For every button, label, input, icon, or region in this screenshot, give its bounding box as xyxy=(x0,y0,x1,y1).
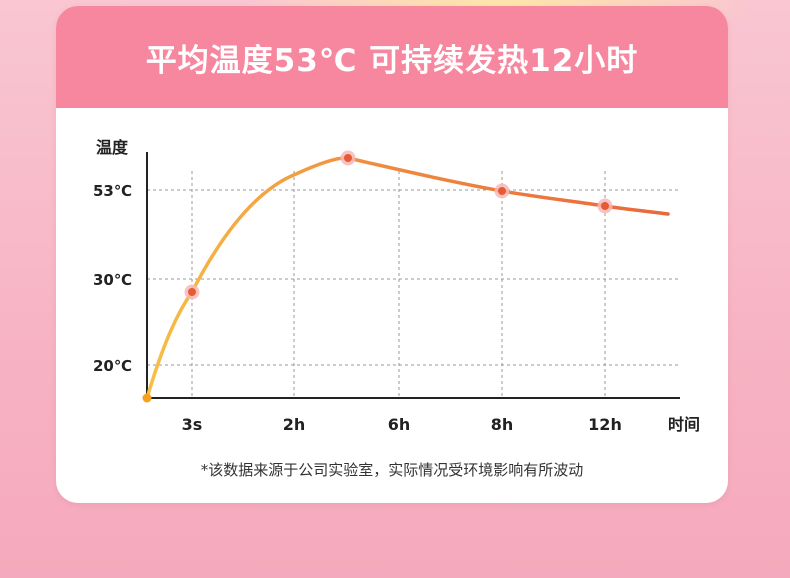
chart-card: 平均温度53℃ 可持续发热12小时 温度 53℃ 30℃ 20℃ 3s 2h 6h 8h 12h… xyxy=(56,6,728,503)
x-tick-label-12h: 12h xyxy=(588,415,622,434)
y-tick-label-0: 53℃ xyxy=(93,182,132,200)
temperature-line-chart: 温度 53℃ 30℃ 20℃ 3s 2h 6h 8h 12h 时间 xyxy=(93,138,700,434)
y-axis-title: 温度 xyxy=(95,138,129,157)
data-point-3s xyxy=(188,288,196,296)
data-points xyxy=(142,150,613,403)
y-tick-label-2: 20℃ xyxy=(93,357,132,375)
temperature-curve xyxy=(145,156,670,400)
axes xyxy=(146,152,680,399)
data-point-start xyxy=(142,393,152,403)
x-axis-title: 时间 xyxy=(668,415,700,434)
x-tick-label-8h: 8h xyxy=(491,415,514,434)
data-point-peak xyxy=(344,154,352,162)
x-tick-label-2h: 2h xyxy=(283,415,306,434)
series-line xyxy=(145,156,670,400)
x-tick-label-3s: 3s xyxy=(182,415,203,434)
data-point-12h xyxy=(601,202,609,210)
page-title: 平均温度53℃ 可持续发热12小时 xyxy=(145,42,639,79)
axis-labels: 温度 53℃ 30℃ 20℃ 3s 2h 6h 8h 12h 时间 xyxy=(93,138,700,434)
data-point-8h xyxy=(498,187,506,195)
title-banner: 平均温度53℃ 可持续发热12小时 xyxy=(56,6,728,108)
y-tick-label-1: 30℃ xyxy=(93,271,132,289)
data-source-note: *该数据来源于公司实验室，实际情况受环境影响有所波动 xyxy=(200,461,584,479)
x-tick-label-6h: 6h xyxy=(388,415,411,434)
